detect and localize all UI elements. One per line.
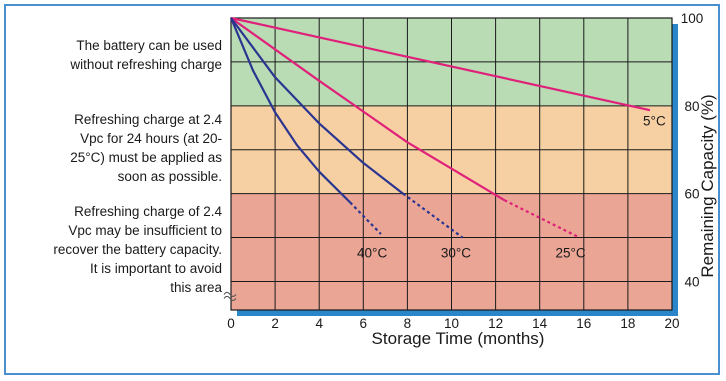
x-tick-label: 20 [664, 316, 679, 331]
x-tick-label: 14 [532, 316, 548, 331]
y-tick-label: 100 [681, 11, 704, 26]
series-label-0: 5°C [643, 114, 666, 129]
break-stroke [223, 291, 237, 297]
y-tick-label: 80 [684, 99, 699, 114]
x-tick-label: 18 [620, 316, 635, 331]
zone-description-refresh: Refreshing charge at 2.4 Vpc for 24 hour… [12, 110, 222, 186]
zone-refresh-line: soon as possible. [117, 169, 222, 184]
series-line-3 [229, 17, 351, 204]
zone-refresh-line: Vpc for 24 hours (at 20- [80, 131, 222, 146]
tick-labels: 0 2 4 6 8 10 12 14 16 18 20 40 60 80 100 [227, 11, 703, 331]
y-tick-label: 60 [684, 187, 699, 202]
zone-refresh-line: 25°C) must be applied as [70, 150, 222, 165]
series-line-dashed-2 [402, 192, 464, 239]
zone-avoid-line: It is important to avoid [89, 261, 222, 276]
x-tick-label: 2 [271, 316, 279, 331]
grid-lines [230, 17, 673, 311]
x-tick-label: 0 [227, 316, 235, 331]
break-stroke [223, 295, 237, 301]
series-label-1: 25°C [555, 245, 585, 260]
series-line-dashed-1 [503, 199, 580, 239]
x-tick-label: 4 [315, 316, 323, 331]
y-tick-label: 40 [684, 274, 699, 289]
zone-ok-line: without refreshing charge [70, 57, 222, 72]
x-axis-label: Storage Time (months) [372, 329, 545, 348]
series-label-2: 30°C [441, 245, 471, 260]
series-line-2 [230, 17, 404, 195]
x-tick-label: 8 [404, 316, 412, 331]
series-line-1 [230, 17, 505, 202]
zone-avoid-line: Vpc may be insufficient to [68, 223, 222, 238]
series-labels: 5°C 25°C 30°C 40°C [357, 114, 666, 261]
zone-ok-line: The battery can be used [76, 38, 222, 53]
plot-border [230, 17, 673, 311]
figure-frame: The battery can be used without refreshi… [4, 4, 720, 375]
x-tick-label: 16 [576, 316, 591, 331]
zone-refresh-line: Refreshing charge at 2.4 [74, 112, 222, 127]
zone-avoid-line: Refreshing charge of 2.4 [74, 204, 222, 219]
series-lines [229, 16, 651, 239]
x-tick-label: 6 [360, 316, 368, 331]
zone-avoid-line: recover the battery capacity. [53, 242, 222, 257]
series-line-dashed-3 [349, 201, 382, 235]
x-tick-label: 10 [444, 316, 459, 331]
y-axis-label: Remaining Capacity (%) [698, 94, 717, 277]
capacity-chart: 5°C 25°C 30°C 40°C 0 2 4 6 8 10 12 14 16 18 20 40 60 80 1… [223, 11, 717, 348]
x-tick-label: 12 [488, 316, 503, 331]
axis-break-icon [223, 291, 237, 301]
series-label-3: 40°C [357, 245, 387, 260]
series-line-0 [230, 16, 651, 112]
zone-avoid-line: this area [170, 280, 222, 295]
zone-description-avoid: Refreshing charge of 2.4 Vpc may be insu… [12, 202, 222, 297]
zone-description-ok: The battery can be used without refreshi… [12, 36, 222, 74]
